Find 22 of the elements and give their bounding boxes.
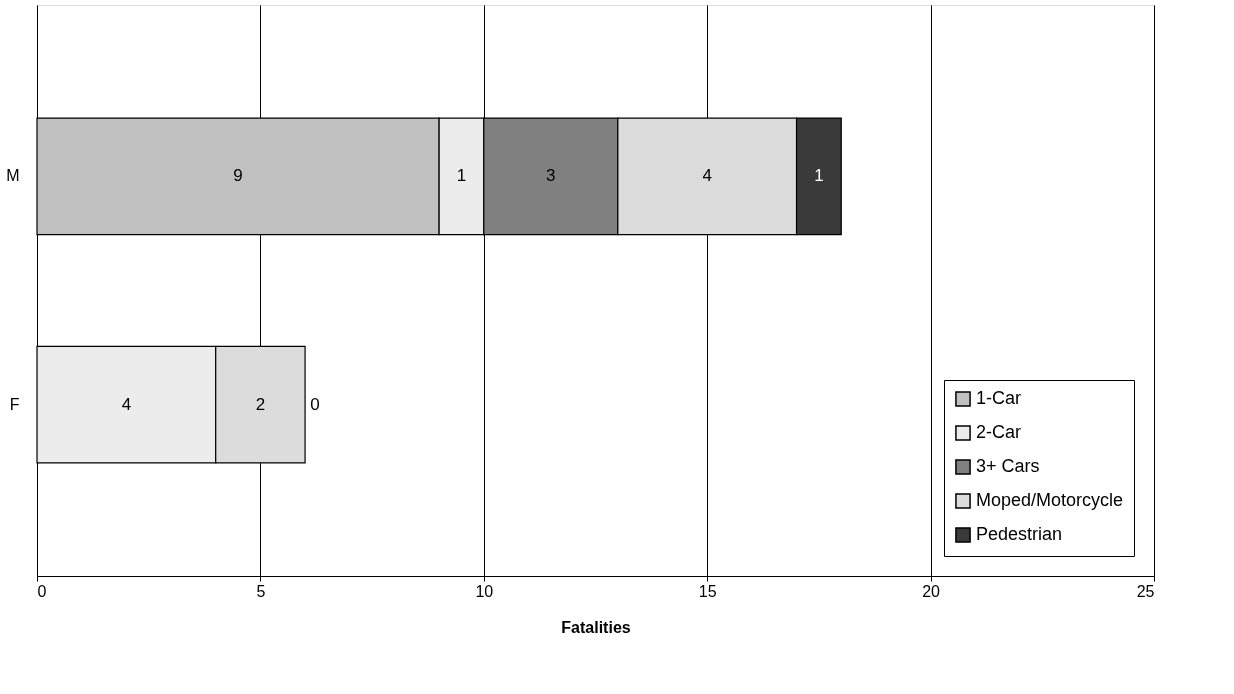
x-tick-label: 5 [256,582,266,600]
data-label: 1 [456,166,467,186]
legend-label: Pedestrian [976,524,1063,544]
data-label: 9 [233,166,243,186]
data-label: 4 [121,394,132,414]
x-tick-label: 15 [698,582,717,600]
data-label: 3 [546,166,556,186]
x-tick-label: 0 [37,582,47,600]
legend-label: Moped/Motorcycle [976,490,1124,510]
data-label: 0 [310,394,320,414]
y-tick-label: F [9,395,20,413]
x-tick-label: 20 [922,582,941,600]
legend-label: 3+ Cars [976,456,1040,476]
data-label: 2 [255,394,266,414]
x-axis-title: Fatalities [561,618,631,636]
x-tick-label: 25 [1136,582,1155,600]
x-tick-label: 10 [475,582,494,600]
data-label: 1 [814,166,824,186]
data-label: 4 [702,166,712,186]
y-tick-label: M [6,167,20,185]
legend-label: 2-Car [976,422,1022,442]
legend-label: 1-Car [976,388,1022,408]
